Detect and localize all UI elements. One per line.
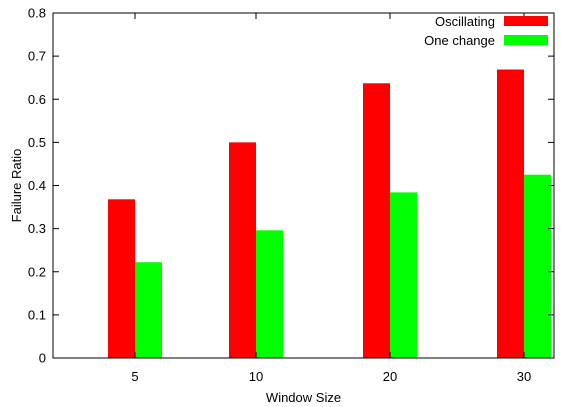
x-tick-label: 30 bbox=[517, 369, 531, 384]
y-tick-label: 0.5 bbox=[28, 135, 46, 150]
y-axis-tick-labels: 0 0.1 0.2 0.3 0.4 0.5 0.6 0.7 0.8 bbox=[28, 6, 46, 366]
y-tick-label: 0.6 bbox=[28, 92, 46, 107]
legend-swatch bbox=[504, 35, 548, 45]
x-tick-label: 20 bbox=[383, 369, 397, 384]
y-tick-label: 0 bbox=[39, 351, 46, 366]
bar-oscillating-10 bbox=[229, 142, 256, 358]
bar-one-change-5 bbox=[135, 262, 162, 358]
bar-oscillating-20 bbox=[363, 83, 390, 358]
legend-swatch bbox=[504, 16, 548, 26]
y-tick-label: 0.3 bbox=[28, 221, 46, 236]
bar-one-change-30 bbox=[524, 174, 551, 358]
legend: Oscillating One change bbox=[424, 14, 548, 48]
bar-oscillating-30 bbox=[497, 69, 524, 359]
y-tick-label: 0.7 bbox=[28, 49, 46, 64]
y-tick-label: 0.8 bbox=[28, 6, 46, 21]
x-axis-tick-labels: 5 10 20 30 bbox=[131, 369, 531, 384]
legend-label: One change bbox=[424, 33, 495, 48]
axis-ticks bbox=[53, 12, 554, 359]
x-tick-label: 10 bbox=[249, 369, 263, 384]
bar-oscillating-5 bbox=[108, 199, 135, 358]
y-tick-label: 0.4 bbox=[28, 178, 46, 193]
y-axis-title: Failure Ratio bbox=[9, 149, 24, 223]
bar-one-change-10 bbox=[256, 230, 283, 358]
x-axis-title: Window Size bbox=[266, 390, 341, 405]
bar-one-change-20 bbox=[390, 192, 417, 358]
bars-layer bbox=[108, 69, 551, 359]
y-tick-label: 0.1 bbox=[28, 307, 46, 322]
x-tick-label: 5 bbox=[131, 369, 138, 384]
y-tick-label: 0.2 bbox=[28, 264, 46, 279]
legend-label: Oscillating bbox=[435, 14, 495, 29]
